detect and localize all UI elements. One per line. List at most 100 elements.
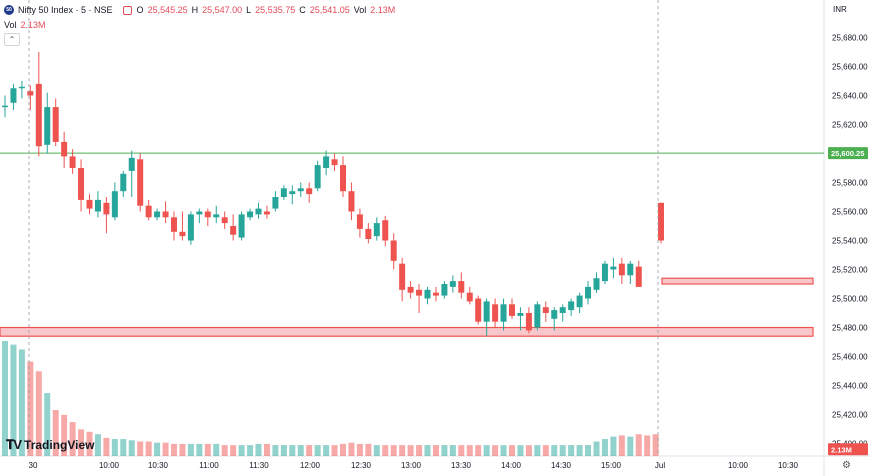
candle-body <box>306 188 313 195</box>
candle-body <box>348 191 355 212</box>
candlestick-series <box>2 52 664 337</box>
candle-body <box>171 217 177 232</box>
volume-bar <box>204 443 211 456</box>
ohlc-open-key: O <box>136 5 144 15</box>
ohlc-high-key: H <box>191 5 199 15</box>
volume-bar <box>365 443 372 456</box>
volume-bar <box>111 439 118 456</box>
candle-body <box>187 214 194 241</box>
time-tick-label: 10:00 <box>728 461 749 470</box>
candle-body <box>18 86 25 89</box>
support-zone[interactable] <box>0 326 814 337</box>
volume-bar <box>340 443 346 456</box>
volume-bar <box>610 436 617 456</box>
candle-body <box>340 165 346 192</box>
candle-body <box>272 197 279 209</box>
resistance-zone[interactable] <box>661 277 814 285</box>
volume-bar <box>348 442 355 456</box>
volume-bar <box>466 445 473 456</box>
price-tick-label: 25,640.00 <box>832 92 868 101</box>
candle-body <box>618 263 625 276</box>
volume-bar <box>458 445 465 456</box>
volume-bar <box>559 445 566 456</box>
candle-body <box>593 278 600 290</box>
ohlc-close-value: 25,541.05 <box>309 5 350 15</box>
volume-bar <box>585 445 592 456</box>
volume-label[interactable]: Vol <box>4 20 17 30</box>
volume-bar <box>644 435 651 456</box>
volume-bar <box>399 445 406 456</box>
currency-label[interactable]: INR <box>833 5 847 14</box>
volume-bar <box>601 439 608 456</box>
volume-bar <box>483 445 490 456</box>
volume-bar <box>61 414 68 456</box>
time-tick-label: 14:00 <box>501 461 522 470</box>
volume-bar <box>128 440 135 456</box>
candle-body <box>610 266 617 270</box>
volume-bar <box>154 442 161 456</box>
volume-bar <box>78 429 85 456</box>
symbol-badge[interactable]: 50 <box>4 5 14 15</box>
volume-bar <box>272 445 279 456</box>
candle-body <box>492 304 499 322</box>
candle-body <box>585 286 592 299</box>
candle-body <box>568 301 575 311</box>
symbol-title[interactable]: Nifty 50 Index · 5 · NSE <box>18 5 113 15</box>
time-tick-label: 12:00 <box>300 461 321 470</box>
volume-bar <box>306 445 313 456</box>
candle-body <box>179 231 186 237</box>
candle-body <box>525 313 532 331</box>
volume-bar <box>576 445 583 456</box>
volume-tag-label: 2.13M <box>831 445 852 454</box>
candle-body <box>542 307 549 313</box>
time-tick-label: Jul <box>655 461 665 470</box>
volume-bar <box>432 445 439 456</box>
vol-inline-value: 2.13M <box>370 5 396 15</box>
price-tick-label: 25,460.00 <box>832 353 868 362</box>
volume-bar <box>390 445 397 456</box>
candle-body <box>297 188 304 192</box>
volume-bar <box>492 445 499 456</box>
line-price-tag <box>828 147 868 160</box>
volume-bar <box>475 445 482 456</box>
candle-body <box>314 165 321 189</box>
candle-body <box>331 159 338 166</box>
volume-bar <box>187 443 194 456</box>
candle-body <box>449 281 456 287</box>
candle-body <box>213 214 220 218</box>
volume-bar <box>635 434 642 456</box>
price-tick-label: 25,420.00 <box>832 411 868 420</box>
candle-body <box>238 214 245 238</box>
time-tick-label: 11:30 <box>249 461 269 470</box>
volume-bar <box>618 435 625 456</box>
candle-body <box>78 168 85 200</box>
volume-bar <box>416 445 423 456</box>
candle-body <box>551 310 558 319</box>
volume-bar <box>230 445 237 456</box>
candle-body <box>407 286 414 293</box>
volume-bar <box>52 410 59 456</box>
candle-body <box>323 156 330 168</box>
market-status-icon <box>122 5 132 15</box>
candle-body <box>145 205 152 218</box>
candle-body <box>601 263 608 282</box>
candle-body <box>128 157 135 171</box>
tradingview-logo[interactable]: 𝐓V TradingView <box>6 437 95 453</box>
volume-bar <box>120 439 127 456</box>
volume-bar <box>10 344 17 456</box>
time-tick-label: 10:00 <box>99 461 120 470</box>
volume-bar <box>568 445 575 456</box>
candle-body <box>154 211 161 218</box>
gear-icon[interactable]: ⚙ <box>842 460 851 471</box>
price-zones[interactable] <box>0 277 814 337</box>
chevron-up-icon[interactable]: ⌃ <box>4 33 20 46</box>
volume-bar <box>255 443 262 456</box>
volume-bar <box>27 361 34 456</box>
volume-bar <box>627 436 634 456</box>
price-axis[interactable]: 25,680.00 25,660.00 25,640.00 25,620.00 25,6… <box>828 34 868 456</box>
candle-body <box>111 191 118 218</box>
time-axis[interactable]: 30 10:00 10:30 11:00 11:30 12:00 12:30 13:00 13:… <box>29 461 799 470</box>
vol-inline-key: Vol <box>353 5 367 15</box>
line-price-tag-label: 25,600.25 <box>831 149 864 158</box>
